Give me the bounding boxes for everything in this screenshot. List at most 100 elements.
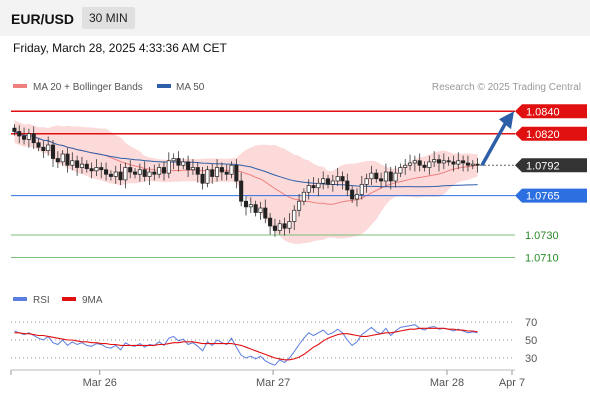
candle (99, 162, 104, 179)
candle (215, 159, 220, 182)
candle (446, 156, 451, 166)
legend-swatch-rsi (13, 297, 27, 301)
candlesticks (12, 124, 480, 237)
candle (132, 168, 138, 179)
legend-label-rsi: RSI (33, 295, 50, 306)
candle (142, 161, 147, 182)
candle (171, 153, 176, 170)
candle (152, 164, 157, 181)
candle (113, 165, 118, 184)
candle (436, 154, 442, 172)
candle (325, 174, 331, 189)
candle (12, 124, 17, 136)
candle (89, 162, 94, 179)
candle (234, 159, 239, 189)
candle (26, 128, 31, 148)
candle (157, 163, 162, 179)
candle (427, 155, 432, 175)
candle (301, 188, 306, 206)
candle (147, 166, 152, 185)
candle (297, 193, 302, 217)
legend-swatch-ma20 (13, 84, 27, 88)
candle (190, 159, 195, 175)
x-tick-label: Mar 27 (256, 377, 290, 389)
candle (311, 177, 316, 193)
candle (379, 172, 384, 189)
candle (272, 218, 277, 237)
bollinger-band (14, 120, 478, 244)
candle (417, 153, 422, 172)
candle (70, 152, 75, 171)
candle (470, 160, 475, 170)
candle (292, 205, 297, 230)
candle (350, 186, 355, 203)
candle (79, 156, 84, 174)
candle (84, 160, 89, 173)
candle (210, 163, 215, 184)
candle (75, 155, 80, 176)
candle (104, 162, 109, 181)
x-tick-label: Mar 28 (430, 377, 464, 389)
candle (224, 164, 229, 181)
candle (321, 171, 326, 190)
forecast-arrow-shaft (480, 121, 508, 167)
candle (359, 175, 364, 200)
rsi-ma-line (14, 327, 478, 361)
candle (330, 174, 335, 192)
forecast-arrow-head (499, 111, 514, 130)
candle (94, 159, 99, 176)
candle (461, 155, 466, 172)
candle (456, 152, 461, 170)
candle (161, 161, 167, 181)
x-tick-label: Apr 7 (499, 377, 525, 389)
candle (451, 155, 456, 172)
candle (282, 217, 287, 236)
level-label-2: 1.0792 (526, 160, 560, 172)
candle (393, 165, 398, 188)
candle (46, 136, 51, 156)
level-tag-1 (515, 126, 587, 141)
candle (354, 188, 360, 207)
candle (118, 163, 123, 185)
candle (441, 153, 446, 170)
candle (50, 139, 56, 167)
timeframe-badge[interactable]: 30 MIN (82, 7, 135, 29)
rsi-line (14, 324, 478, 366)
level-label-1: 1.0820 (526, 129, 560, 141)
candle (398, 163, 403, 178)
rsi-tick-label: 50 (525, 335, 537, 347)
level-label-5: 1.0710 (525, 253, 559, 265)
moving-averages (14, 131, 478, 205)
candle (475, 157, 480, 173)
candle (412, 155, 417, 172)
candle (263, 199, 268, 224)
candle (277, 219, 282, 235)
candle (176, 151, 181, 172)
currency-pair: EUR/USD (11, 11, 75, 27)
candle (383, 163, 388, 187)
candle (55, 151, 60, 169)
x-tick-label: Mar 26 (83, 377, 117, 389)
candle (128, 160, 133, 179)
candle (205, 165, 210, 188)
level-label-4: 1.0730 (525, 230, 559, 242)
candle (287, 213, 292, 234)
candle (316, 178, 321, 197)
header-bar: EUR/USD 30 MIN (0, 0, 590, 36)
candle (369, 165, 374, 185)
candle (65, 147, 70, 173)
level-tag-3 (515, 188, 587, 203)
x-axis: Mar 26 Mar 27 Mar 28 Apr 7 (10, 370, 525, 389)
candle (200, 166, 205, 190)
candle (166, 152, 171, 179)
ma50-line (14, 131, 478, 188)
candle (22, 127, 27, 145)
rsi-tick-label: 30 (525, 353, 537, 365)
candle (108, 170, 113, 181)
candle (239, 172, 244, 207)
candle (258, 201, 263, 220)
legend-label-ma50: MA 50 (176, 82, 205, 93)
candle (335, 168, 340, 187)
candle (248, 197, 253, 214)
